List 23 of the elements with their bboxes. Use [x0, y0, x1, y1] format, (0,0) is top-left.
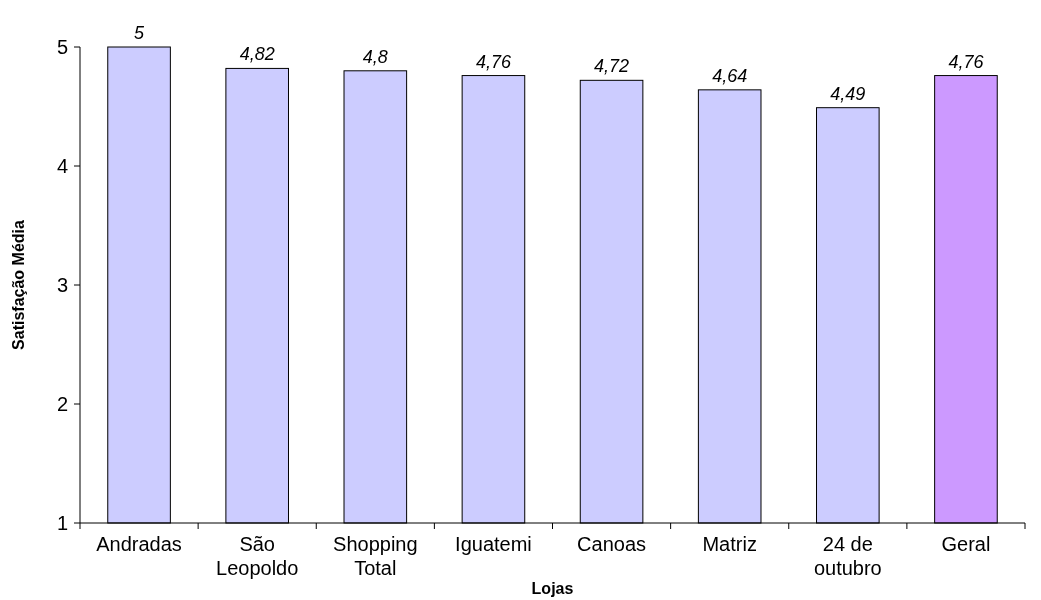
data-label: 4,8: [362, 46, 388, 67]
x-tick-label: Canoas: [577, 533, 647, 555]
y-tick-label: 1: [56, 512, 68, 534]
data-label: 4,82: [239, 44, 275, 65]
y-tick-label: 4: [56, 155, 68, 177]
y-axis-title: Satisfação Média: [10, 219, 27, 350]
y-tick-label: 2: [56, 393, 68, 415]
data-label: 4,64: [712, 65, 748, 86]
y-tick-label: 3: [56, 274, 68, 296]
x-tick-label: Andradas: [96, 533, 182, 555]
x-tick-label: Geral: [941, 533, 991, 555]
data-label: 4,72: [594, 56, 630, 77]
x-tick-label: São Leopoldo: [216, 533, 299, 579]
data-label: 4,76: [948, 51, 985, 72]
x-tick-label: Iguatemi: [455, 533, 532, 555]
x-tick-label: 24 de outubro: [813, 533, 882, 579]
y-tick-label: 5: [56, 36, 68, 58]
data-label: 4,76: [475, 51, 512, 72]
x-tick-label: Shopping Total: [333, 533, 418, 579]
data-label: 4,49: [830, 83, 866, 104]
data-label: 5: [134, 23, 146, 43]
x-tick-label: Matriz: [702, 533, 757, 555]
x-axis-title: Lojas: [531, 580, 574, 597]
